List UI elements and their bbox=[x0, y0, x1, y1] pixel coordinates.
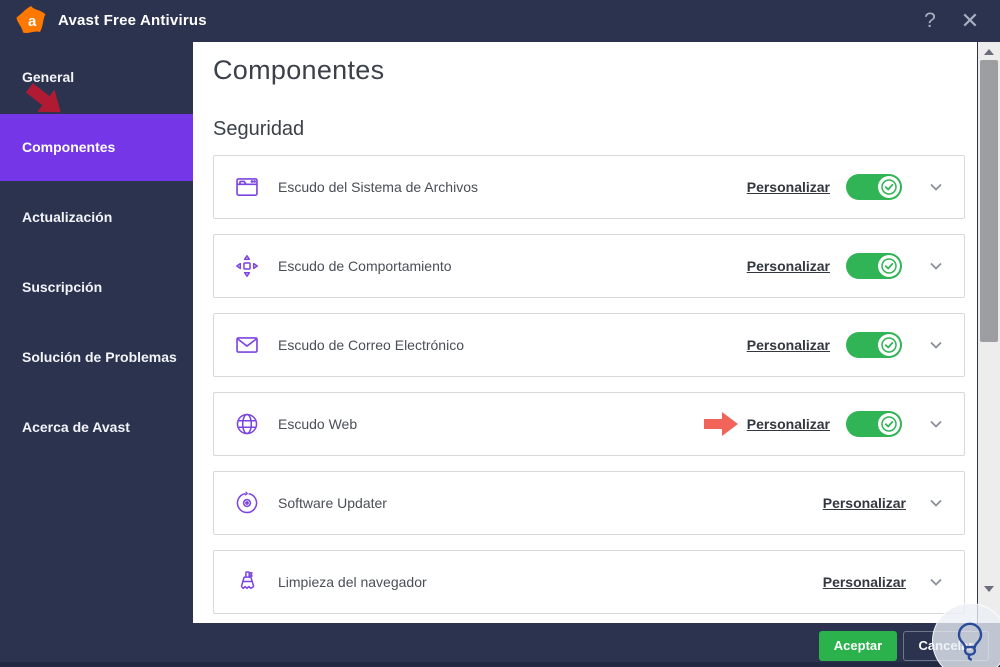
component-label: Limpieza del navegador bbox=[278, 574, 427, 590]
window-title: Avast Free Antivirus bbox=[58, 12, 207, 29]
component-row-mail-shield[interactable]: Escudo de Correo Electrónico Personaliza… bbox=[213, 313, 965, 377]
component-row-browser-cleanup[interactable]: Limpieza del navegador Personalizar bbox=[213, 550, 965, 614]
personalizar-link-software-updater[interactable]: Personalizar bbox=[822, 495, 906, 511]
toggle-knob bbox=[878, 413, 900, 435]
title-bar: a Avast Free Antivirus ? ✕ bbox=[0, 0, 1000, 42]
avast-logo-icon: a bbox=[16, 6, 46, 34]
close-button[interactable]: ✕ bbox=[960, 8, 980, 33]
component-row-software-updater[interactable]: Software Updater Personalizar bbox=[213, 471, 965, 535]
toggle-file-system-shield[interactable] bbox=[846, 174, 902, 200]
component-label: Escudo de Comportamiento bbox=[278, 258, 452, 274]
component-row-file-system-shield[interactable]: Escudo del Sistema de Archivos Personali… bbox=[213, 155, 965, 219]
personalizar-link-mail[interactable]: Personalizar bbox=[746, 337, 830, 353]
toggle-knob bbox=[878, 255, 900, 277]
chevron-down-icon[interactable] bbox=[928, 338, 944, 352]
toggle-web-shield[interactable] bbox=[846, 411, 902, 437]
sidebar-item-solucion-de-problemas[interactable]: Solución de Problemas bbox=[22, 349, 177, 365]
sidebar-item-componentes[interactable]: Componentes bbox=[0, 114, 193, 181]
svg-text:a: a bbox=[28, 13, 37, 30]
cancel-button[interactable]: Cancelar bbox=[903, 631, 989, 661]
component-row-behavior-shield[interactable]: Escudo de Comportamiento Personalizar bbox=[213, 234, 965, 298]
scrollbar-thumb[interactable] bbox=[980, 60, 998, 342]
section-title-seguridad: Seguridad bbox=[213, 118, 305, 140]
component-label: Escudo del Sistema de Archivos bbox=[278, 179, 478, 195]
personalizar-link-browser-cleanup[interactable]: Personalizar bbox=[822, 574, 906, 590]
page-title: Componentes bbox=[213, 55, 385, 85]
personalizar-link-web[interactable]: Personalizar bbox=[746, 416, 830, 432]
component-label: Escudo de Correo Electrónico bbox=[278, 337, 464, 353]
component-list: Escudo del Sistema de Archivos Personali… bbox=[213, 155, 965, 629]
scroll-up-button[interactable] bbox=[978, 44, 1000, 60]
sidebar-item-suscripcion[interactable]: Suscripción bbox=[22, 279, 103, 295]
chevron-down-icon[interactable] bbox=[928, 496, 944, 510]
sidebar-item-acerca-de-avast[interactable]: Acerca de Avast bbox=[22, 419, 130, 435]
sidebar-item-general[interactable]: General bbox=[22, 69, 75, 85]
toggle-knob bbox=[878, 334, 900, 356]
behavior-shield-icon bbox=[236, 255, 258, 277]
settings-sidebar: General Componentes Actualización Suscri… bbox=[0, 42, 193, 623]
component-row-web-shield[interactable]: Escudo Web Personalizar bbox=[213, 392, 965, 456]
vertical-scrollbar[interactable] bbox=[978, 42, 1000, 623]
chevron-down-icon[interactable] bbox=[928, 259, 944, 273]
mail-shield-icon bbox=[236, 337, 258, 353]
chevron-down-icon[interactable] bbox=[928, 180, 944, 194]
file-system-shield-icon bbox=[236, 178, 258, 196]
accept-button[interactable]: Aceptar bbox=[819, 631, 897, 661]
scroll-down-button[interactable] bbox=[978, 581, 1000, 597]
component-label: Software Updater bbox=[278, 495, 387, 511]
web-shield-icon bbox=[236, 413, 258, 435]
dialog-footer: Aceptar Cancelar bbox=[0, 623, 1000, 667]
personalizar-link-file-system[interactable]: Personalizar bbox=[746, 179, 830, 195]
chevron-down-icon[interactable] bbox=[928, 575, 944, 589]
personalizar-link-behavior[interactable]: Personalizar bbox=[746, 258, 830, 274]
components-panel: Componentes Seguridad Escudo del Sistema… bbox=[193, 42, 977, 623]
annotation-arrow-web-shield-icon bbox=[703, 412, 738, 436]
help-button[interactable]: ? bbox=[924, 9, 936, 32]
toggle-behavior-shield[interactable] bbox=[846, 253, 902, 279]
component-label: Escudo Web bbox=[278, 416, 358, 432]
software-updater-icon bbox=[236, 491, 258, 514]
toggle-mail-shield[interactable] bbox=[846, 332, 902, 358]
toggle-knob bbox=[878, 176, 900, 198]
window-bottom-edge bbox=[0, 662, 1000, 667]
browser-cleanup-icon bbox=[240, 571, 255, 590]
sidebar-item-actualizacion[interactable]: Actualización bbox=[22, 209, 113, 225]
chevron-down-icon[interactable] bbox=[928, 417, 944, 431]
